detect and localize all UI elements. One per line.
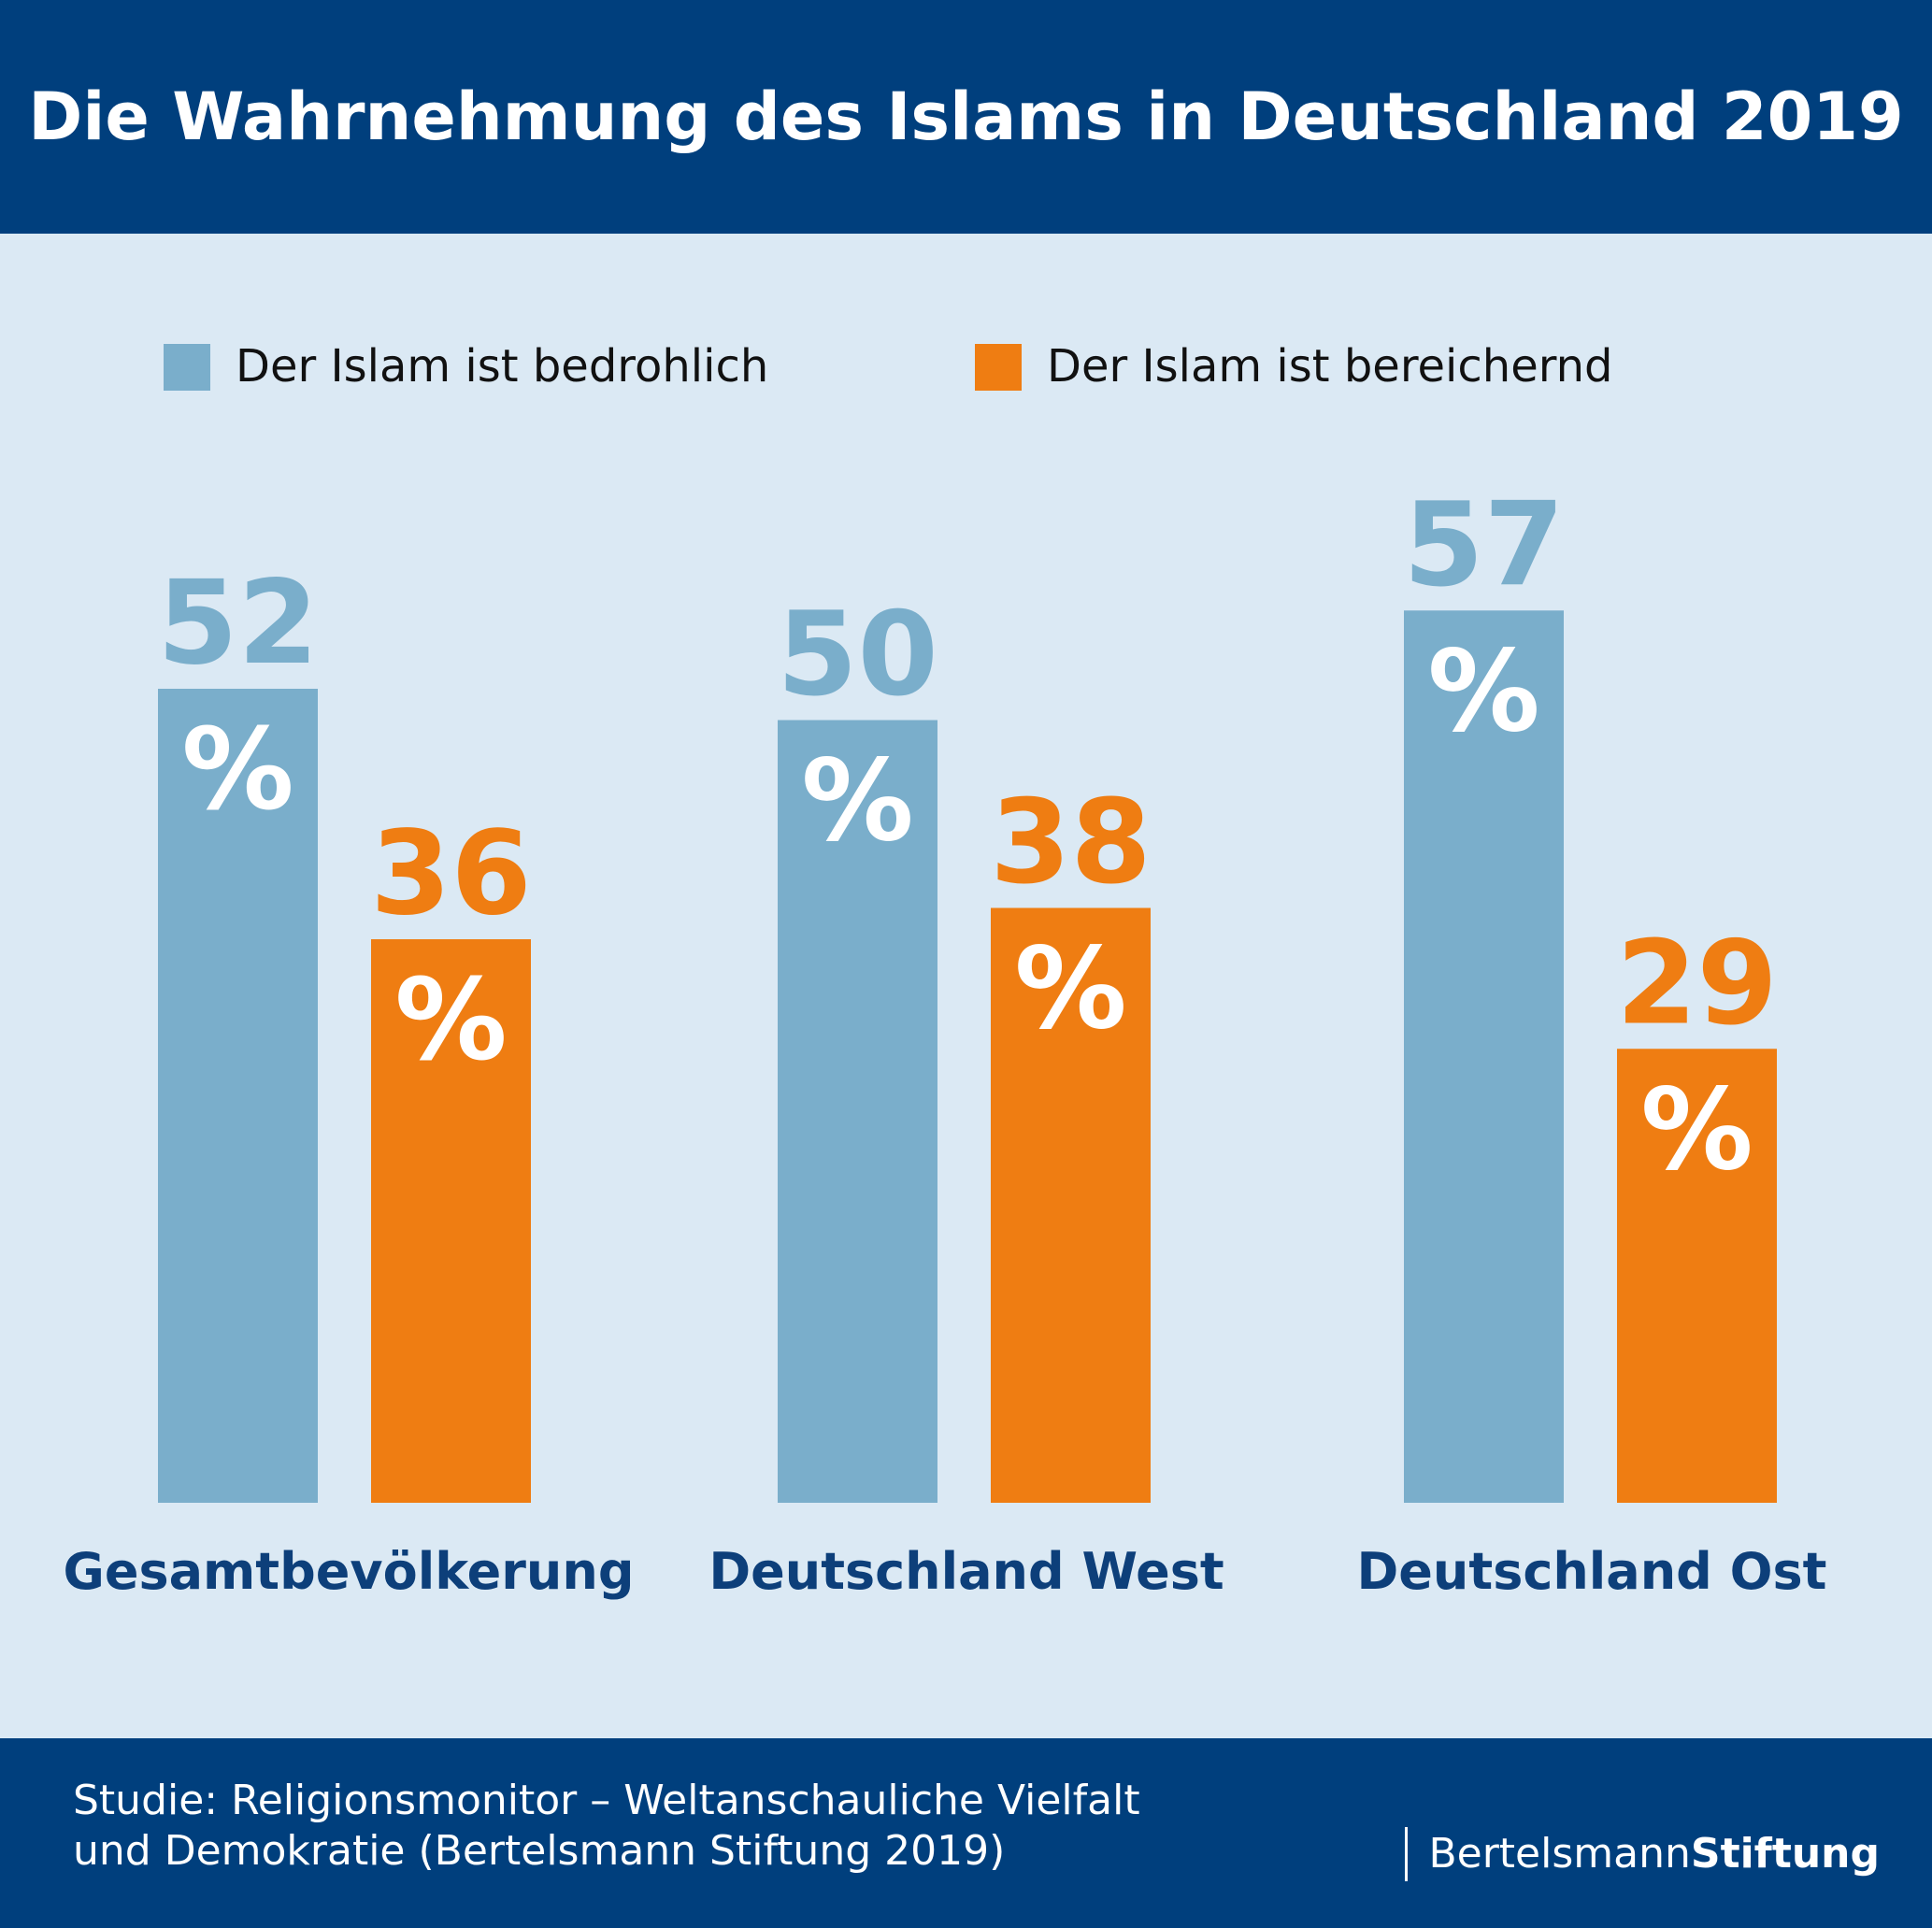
bar-gesamtbev-lkerung-bereichernd: [371, 939, 531, 1503]
footer-bar: [0, 1738, 1932, 1928]
value-label-deutschland-ost-bereichernd: 29: [1616, 916, 1778, 1050]
legend-label-bedrohlich: Der Islam ist bedrohlich: [236, 340, 769, 393]
logo-regular: Bertelsmann: [1428, 1830, 1691, 1878]
value-label-deutschland-ost-bedrohlich: 57: [1403, 478, 1565, 612]
legend-swatch-bedrohlich: [164, 344, 210, 391]
bar-chart: 52% 36% Gesamtbevölkerung 50% 38% Deutschland…: [64, 478, 1827, 1601]
percent-label-deutschland-ost-bereichernd: %: [1640, 1065, 1753, 1195]
bar-deutschland-west-bedrohlich: [778, 720, 937, 1503]
value-label-deutschland-west-bedrohlich: 50: [777, 588, 938, 722]
header-bar: [0, 0, 1932, 234]
legend-swatch-bereichernd: [975, 344, 1022, 391]
bar-deutschland-ost-bedrohlich: [1404, 610, 1564, 1503]
bar-deutschland-ost-bereichernd: [1617, 1049, 1777, 1503]
source-note: Studie: Religionsmonitor – Weltanschauli…: [73, 1776, 1140, 1877]
category-label-gesamtbev-lkerung: Gesamtbevölkerung: [64, 1542, 635, 1601]
bar-deutschland-west-bereichernd: [991, 907, 1151, 1503]
chart-title: Die Wahrnehmung des Islams in Deutschlan…: [28, 79, 1904, 155]
value-label-deutschland-west-bereichernd: 38: [990, 776, 1152, 910]
bertelsmann-stiftung-logo: BertelsmannStiftung: [1405, 1827, 1880, 1881]
legend-label-bereichernd: Der Islam ist bereichernd: [1047, 340, 1613, 393]
percent-label-deutschland-west-bedrohlich: %: [801, 737, 913, 867]
source-line-1: Studie: Religionsmonitor – Weltanschauli…: [73, 1777, 1140, 1824]
percent-label-deutschland-west-bereichernd: %: [1014, 925, 1126, 1055]
percent-label-gesamtbev-lkerung-bereichernd: %: [394, 956, 507, 1086]
value-label-gesamtbev-lkerung-bedrohlich: 52: [157, 556, 319, 691]
logo-bold: Stiftung: [1690, 1830, 1880, 1878]
category-label-deutschland-ost: Deutschland Ost: [1356, 1542, 1826, 1601]
value-label-gesamtbev-lkerung-bereichernd: 36: [370, 807, 532, 941]
source-line-2: und Demokratie (Bertelsmann Stiftung 201…: [73, 1827, 1006, 1875]
bar-gesamtbev-lkerung-bedrohlich: [158, 689, 318, 1503]
percent-label-deutschland-ost-bedrohlich: %: [1427, 627, 1539, 757]
category-label-deutschland-west: Deutschland West: [708, 1542, 1224, 1601]
percent-label-gesamtbev-lkerung-bedrohlich: %: [181, 706, 293, 835]
